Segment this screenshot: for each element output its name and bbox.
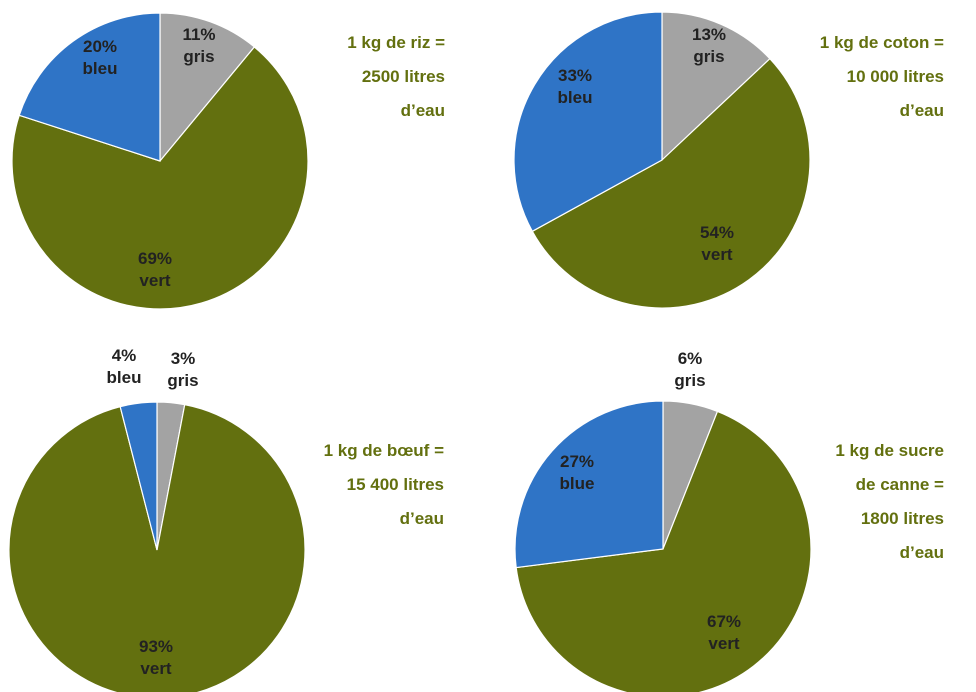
caption-line: 1 kg de bœuf =	[324, 441, 445, 460]
slice-label-gris-name: gris	[183, 47, 214, 66]
pie-chart-3: 3% gris 93% vert 4% bleu 1 kg de bœuf = 15 400 …	[8, 346, 445, 692]
slice-label-vert-name: vert	[140, 659, 172, 678]
slice-label-vert-percent: 69%	[138, 249, 172, 268]
caption-line: 1800 litres	[861, 509, 944, 528]
slice-label-bleu-percent: 33%	[558, 66, 592, 85]
slice-label-gris-name: gris	[693, 47, 724, 66]
slice-label-vert-percent: 67%	[707, 612, 741, 631]
slice-label-bleu-name: bleu	[83, 59, 118, 78]
slice-label-gris-name: gris	[674, 371, 705, 390]
slice-label-bleu-percent: 20%	[83, 37, 117, 56]
caption-line: d’eau	[401, 101, 445, 120]
slice-label-gris-percent: 3%	[171, 349, 196, 368]
slice-label-bleu-name: blue	[560, 474, 595, 493]
caption-line: 1 kg de coton =	[820, 33, 944, 52]
slice-label-gris-percent: 6%	[678, 349, 703, 368]
slice-label-gris-percent: 13%	[692, 25, 726, 44]
pie-slice-bleu	[119, 401, 158, 551]
pie-slice-bleu	[514, 400, 664, 569]
slice-label-vert-percent: 93%	[139, 637, 173, 656]
pie-slice-vert	[515, 410, 812, 692]
slice-label-gris-name: gris	[167, 371, 198, 390]
caption-line: 10 000 litres	[847, 67, 944, 86]
slice-label-bleu-percent: 4%	[112, 346, 137, 365]
slice-label-gris-percent: 11%	[182, 25, 215, 44]
pie-slice-vert	[531, 57, 811, 309]
pie-slice-vert	[8, 403, 306, 692]
pie-chart-1: 11% gris 69% vert 20% bleu 1 kg de riz = 2500 l…	[11, 12, 445, 310]
slice-label-vert-name: vert	[701, 245, 733, 264]
slice-label-vert-name: vert	[708, 634, 740, 653]
caption-line: 1 kg de riz =	[347, 33, 445, 52]
pie-slice-gris	[159, 12, 256, 163]
caption-line: d’eau	[900, 101, 944, 120]
caption-line: d’eau	[900, 543, 944, 562]
pie-chart-2: 13% gris 54% vert 33% bleu 1 kg de coton = 10 0…	[513, 11, 944, 309]
pie-slice-gris	[661, 11, 771, 162]
caption-line: 15 400 litres	[347, 475, 444, 494]
caption-line: de canne =	[856, 475, 944, 494]
caption-line: 1 kg de sucre	[835, 441, 944, 460]
slice-label-bleu-name: bleu	[558, 88, 593, 107]
caption-line: d’eau	[400, 509, 444, 528]
slice-label-vert-name: vert	[139, 271, 171, 290]
slice-label-bleu-name: bleu	[107, 368, 142, 387]
caption-line: 2500 litres	[362, 67, 445, 86]
pie-slice-bleu	[18, 12, 161, 162]
pie-slice-bleu	[513, 11, 663, 233]
slice-label-bleu-percent: 27%	[560, 452, 594, 471]
pie-chart-4: 6% gris 67% vert 27% blue 1 kg de sucre de cann…	[514, 349, 944, 692]
slice-label-vert-percent: 54%	[700, 223, 734, 242]
pie-slice-vert	[11, 46, 309, 310]
